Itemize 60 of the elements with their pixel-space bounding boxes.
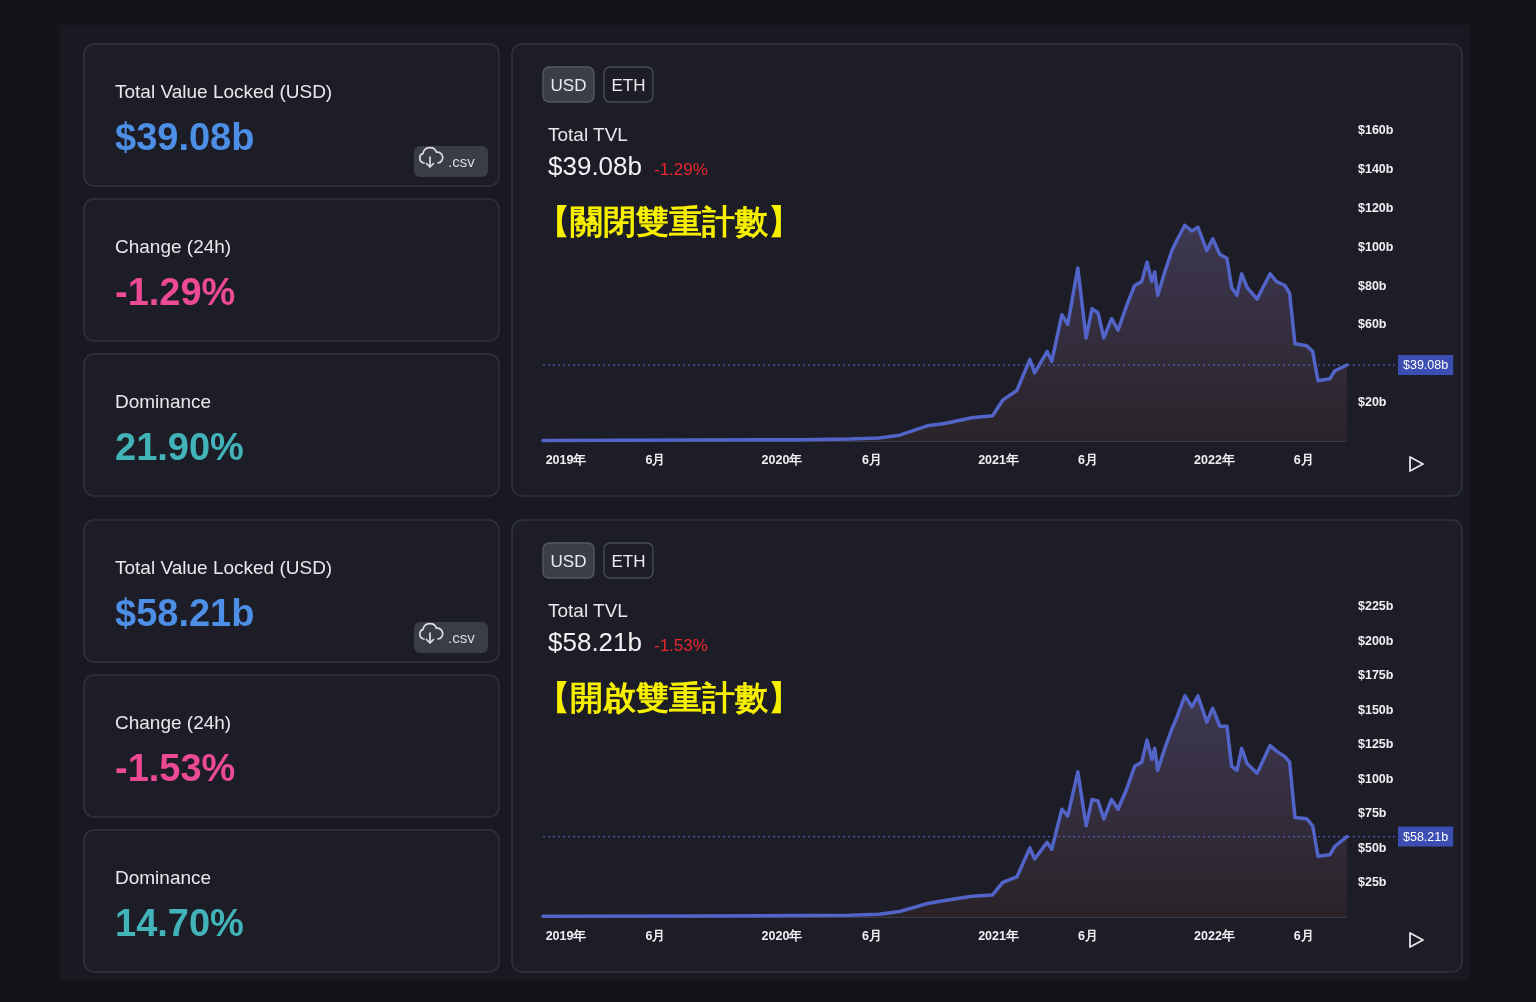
x-tick-label: 6月 xyxy=(861,929,882,943)
y-tick-label: $200b xyxy=(1358,633,1394,648)
y-tick-label: $25b xyxy=(1358,875,1387,890)
x-tick-label: 6月 xyxy=(1077,929,1098,943)
text: $39.08b xyxy=(115,116,255,158)
y-tick-label: $175b xyxy=(1358,668,1394,683)
text: .csv xyxy=(448,629,476,646)
x-tick-label: 6月 xyxy=(1293,929,1314,943)
text: USD xyxy=(550,551,587,571)
y-tick-label: $225b xyxy=(1358,599,1394,613)
y-tick-label: $80b xyxy=(1358,278,1387,293)
x-tick-label: 6月 xyxy=(861,453,882,467)
x-tick-label: 2020年 xyxy=(761,453,803,467)
text: .csv xyxy=(448,153,476,170)
x-tick-label: 2019年 xyxy=(545,929,587,943)
text: Total Value Locked (USD) xyxy=(115,81,333,102)
text: Total Value Locked (USD) xyxy=(115,557,333,578)
y-tick-label: $160b xyxy=(1358,123,1394,137)
text: $58.21b xyxy=(548,627,642,657)
text: ETH xyxy=(611,551,646,571)
y-tick-label: $50b xyxy=(1358,840,1387,855)
text: $58.21b xyxy=(115,592,255,634)
y-tick-label: $150b xyxy=(1358,702,1394,717)
text: Change (24h) xyxy=(115,712,232,733)
annotation: -1.29% xyxy=(653,160,708,179)
y-tick-label: $125b xyxy=(1358,737,1394,752)
y-tick-label: $100b xyxy=(1358,239,1394,254)
x-tick-label: 2019年 xyxy=(545,453,587,467)
y-tick-label: $20b xyxy=(1358,395,1387,410)
chart-title: Total TVL xyxy=(548,124,628,145)
x-tick-label: 6月 xyxy=(645,453,666,467)
text: Change (24h) xyxy=(115,236,232,257)
y-tick-label: $100b xyxy=(1358,771,1394,786)
x-tick-label: 2022年 xyxy=(1194,453,1235,467)
text: -1.29% xyxy=(115,271,236,313)
x-tick-label: 6月 xyxy=(1077,453,1098,467)
x-tick-label: 2022年 xyxy=(1194,929,1235,943)
text: Dominance xyxy=(115,867,212,888)
x-tick-label: 6月 xyxy=(645,929,666,943)
annotation: -1.53% xyxy=(653,636,708,655)
x-tick-label: 2021年 xyxy=(978,453,1019,467)
ref-line-label: $58.21b xyxy=(1403,829,1449,844)
annotation: 【關閉雙重計數】 xyxy=(537,203,801,240)
x-tick-label: 2020年 xyxy=(761,929,803,943)
x-tick-label: 6月 xyxy=(1293,453,1314,467)
y-tick-label: $120b xyxy=(1358,200,1394,215)
text: USD xyxy=(550,75,587,95)
annotation: 【開啟雙重計數】 xyxy=(537,679,801,716)
x-tick-label: 2021年 xyxy=(978,929,1019,943)
text: ETH xyxy=(611,75,646,95)
ref-line-label: $39.08b xyxy=(1403,358,1449,373)
text: -1.53% xyxy=(115,747,236,789)
y-tick-label: $60b xyxy=(1358,317,1387,332)
text: 14.70% xyxy=(115,902,244,944)
y-tick-label: $75b xyxy=(1358,806,1387,821)
text: 21.90% xyxy=(115,426,244,468)
text: Dominance xyxy=(115,391,212,412)
y-tick-label: $140b xyxy=(1358,161,1394,176)
chart-title: Total TVL xyxy=(548,600,628,621)
text: $39.08b xyxy=(548,151,642,181)
